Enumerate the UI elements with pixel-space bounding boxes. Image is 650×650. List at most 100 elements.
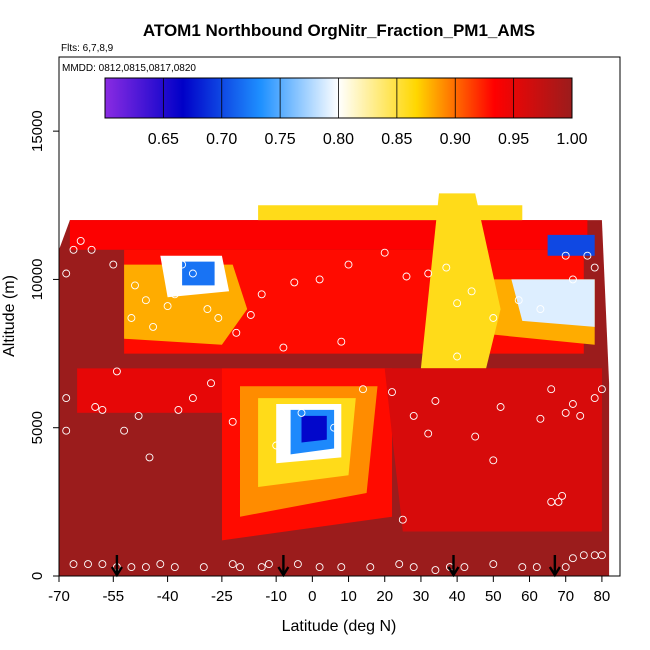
sample-point [141, 563, 150, 572]
sample-point [398, 515, 407, 524]
sample-point [518, 563, 527, 572]
heatmap-layers [59, 193, 610, 576]
x-tick-label: 40 [449, 588, 466, 605]
lower-minimum [301, 415, 327, 443]
top-cap [258, 205, 523, 221]
sample-point [359, 385, 367, 394]
x-tick-label: -25 [211, 588, 233, 605]
sample-point [590, 394, 599, 403]
sample-point [84, 560, 92, 569]
sample-point [76, 236, 85, 245]
upper-north-min [547, 234, 595, 256]
sample-point [62, 426, 71, 435]
sample-point [199, 563, 208, 572]
sample-point [127, 563, 136, 572]
sample-point [109, 260, 118, 269]
sample-point [264, 560, 273, 569]
colorbar-tick-label: 0.95 [498, 131, 529, 148]
x-tick-label: -70 [48, 588, 70, 605]
sample-point [272, 441, 281, 450]
sample-point [145, 453, 154, 462]
sample-point [163, 302, 172, 311]
y-tick-label: 15000 [29, 110, 46, 152]
x-tick-label: -10 [265, 588, 287, 605]
sample-point [141, 296, 150, 305]
sample-point [127, 314, 136, 322]
colorbar-tick-label: 0.80 [323, 131, 354, 148]
sample-point [380, 248, 389, 257]
sample-point [337, 563, 346, 572]
sample-point [228, 417, 237, 426]
sample-point [453, 299, 462, 308]
y-axis: 0 5000 10000 15000 [29, 110, 59, 580]
sample-point [547, 497, 556, 506]
sample-point [98, 560, 107, 569]
sample-point [246, 311, 255, 319]
sample-point [583, 251, 592, 260]
colorbar-tick-label: 0.65 [148, 131, 179, 148]
x-tick-label: 20 [376, 588, 393, 605]
x-tick-label: 10 [340, 588, 357, 605]
sample-point [279, 343, 288, 352]
sample-point [409, 563, 418, 572]
sample-point [532, 563, 541, 572]
sample-point [98, 405, 107, 414]
sample-point [568, 400, 577, 408]
sample-point [112, 367, 121, 376]
sample-point [442, 263, 451, 272]
sample-point [547, 385, 556, 394]
x-tick-label: 60 [521, 588, 538, 605]
dates-note: MMDD: 0812,0815,0817,0820 [62, 63, 196, 74]
sample-point [131, 281, 139, 290]
sample-points [62, 236, 606, 575]
sample-point [489, 314, 498, 322]
sample-point [87, 245, 96, 254]
sample-point [120, 426, 129, 435]
sample-point [174, 405, 183, 414]
y-tick-label: 5000 [29, 411, 46, 444]
flight-arrow [447, 555, 460, 578]
sample-point [315, 275, 324, 284]
sample-point [297, 408, 306, 417]
sample-point [203, 305, 212, 314]
sample-point [290, 278, 299, 287]
sample-point [207, 379, 215, 388]
colorbar: 0.65 0.70 0.75 0.80 0.85 0.90 0.95 1.00 [104, 77, 588, 148]
sample-point [424, 269, 433, 278]
x-tick-label: 80 [594, 588, 611, 605]
sample-point [453, 352, 462, 361]
sample-point [568, 275, 577, 284]
colorbar-tick-label: 0.75 [265, 131, 296, 148]
sample-point [576, 411, 585, 420]
x-axis-label: Latitude (deg N) [282, 618, 397, 635]
sample-point [188, 269, 197, 278]
sample-point [337, 337, 346, 346]
colorbar-tick-label: 0.85 [381, 131, 412, 148]
sample-point [293, 560, 302, 569]
sample-point [496, 403, 505, 411]
plot-area [59, 193, 610, 576]
x-axis: -70 -55 -40 -25 -10 0 10 20 30 40 50 60 70 80 [48, 576, 610, 605]
sample-point [257, 563, 266, 572]
sample-point [597, 385, 606, 394]
x-tick-label: -40 [157, 588, 179, 605]
sample-point [388, 388, 396, 397]
sample-point [514, 296, 523, 305]
flight-arrow [277, 555, 290, 578]
flight-arrow [548, 555, 561, 578]
colorbar-tick-label: 1.00 [556, 131, 587, 148]
sample-point [431, 566, 440, 575]
sample-point [236, 563, 244, 572]
colorbar-tick-label: 0.70 [206, 131, 237, 148]
sample-point [395, 560, 404, 569]
sample-point [431, 397, 440, 405]
sample-point [424, 429, 433, 438]
flight-markers [110, 555, 561, 578]
lower-left-field [59, 412, 222, 576]
colorbar-tick-label: 0.90 [440, 131, 471, 148]
sample-point [69, 560, 78, 569]
flight-arrow [110, 555, 123, 578]
sample-point [188, 394, 197, 403]
sample-point [366, 563, 375, 572]
